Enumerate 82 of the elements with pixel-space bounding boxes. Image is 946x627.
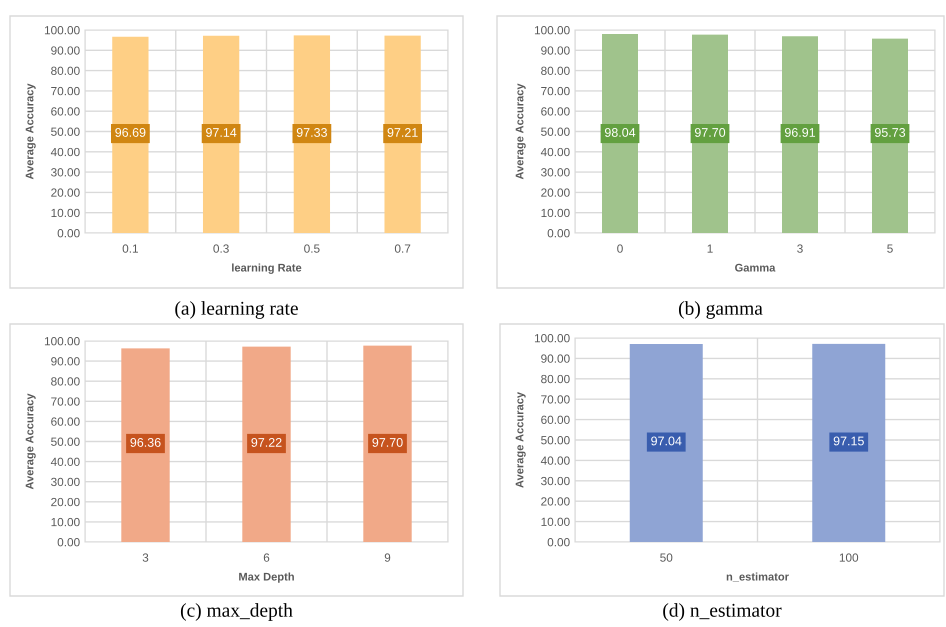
y-tick-label: 40.00 xyxy=(540,456,570,465)
y-tick-label: 40.00 xyxy=(50,458,80,466)
x-tick-label: 1 xyxy=(708,244,713,253)
data-label: 97.21 xyxy=(388,128,418,137)
y-tick-label: 40.00 xyxy=(540,148,570,156)
x-tick-label: 0.1 xyxy=(122,244,138,253)
x-tick-label: 100 xyxy=(840,553,858,562)
y-tick-label: 90.00 xyxy=(541,354,570,363)
y-tick-label: 60.00 xyxy=(541,107,570,116)
data-label: 97.15 xyxy=(834,436,864,446)
data-label: 96.69 xyxy=(115,128,146,137)
data-label: 97.70 xyxy=(372,438,403,447)
y-tick-label: 20.00 xyxy=(541,497,570,506)
y-tick-label: 20.00 xyxy=(51,498,80,506)
y-tick-label: 0.00 xyxy=(548,229,570,238)
y-tick-label: 0.00 xyxy=(58,229,80,238)
x-tick-label: 6 xyxy=(264,553,270,562)
text: (b) gamma xyxy=(678,301,763,319)
x-tick-label: 0.3 xyxy=(213,244,229,253)
x-axis-title: learning Rate xyxy=(232,263,302,274)
y-tick-label: 70.00 xyxy=(541,86,570,96)
y-tick-label: 0.00 xyxy=(548,538,570,546)
y-tick-label: 30.00 xyxy=(51,168,80,176)
x-tick-label: 9 xyxy=(384,553,390,562)
y-tick-label: 60.00 xyxy=(51,107,80,116)
x-axis-title: n_estimator xyxy=(726,572,789,582)
x-tick-label: 5 xyxy=(887,244,893,253)
y-tick-label: 100.00 xyxy=(534,26,570,34)
x-tick-label: 0.5 xyxy=(304,244,320,253)
y-tick-label: 50.00 xyxy=(541,128,570,136)
data-label: 97.70 xyxy=(694,128,726,137)
y-tick-label: 20.00 xyxy=(541,188,570,197)
y-tick-label: 10.00 xyxy=(52,208,80,218)
x-tick-label: 0 xyxy=(617,244,623,253)
y-tick-label: 80.00 xyxy=(51,66,80,75)
data-label: 95.73 xyxy=(874,128,906,137)
y-tick-label: 90.00 xyxy=(541,46,570,55)
y-tick-label: 60.00 xyxy=(541,416,570,424)
x-tick-label: 50 xyxy=(660,553,672,562)
y-tick-label: 30.00 xyxy=(541,476,570,486)
y-tick-label: 20.00 xyxy=(51,188,80,197)
y-tick-label: 30.00 xyxy=(541,168,570,176)
y-tick-label: 100.00 xyxy=(534,334,570,342)
y-axis-title: Average Accuracy xyxy=(516,83,526,180)
y-axis-title: Average Accuracy xyxy=(516,392,526,488)
y-tick-label: 100.00 xyxy=(44,337,80,346)
y-tick-label: 60.00 xyxy=(51,417,80,426)
y-tick-label: 70.00 xyxy=(51,397,80,406)
y-tick-label: 10.00 xyxy=(542,208,570,218)
data-label: 96.36 xyxy=(130,438,161,447)
data-label: 97.04 xyxy=(651,436,682,446)
x-axis-title: Gamma xyxy=(735,264,776,272)
y-tick-label: 80.00 xyxy=(541,374,570,384)
y-tick-label: 100.00 xyxy=(44,26,80,34)
y-tick-label: 10.00 xyxy=(542,518,570,526)
y-tick-label: 0.00 xyxy=(58,538,80,546)
x-axis-title: Max Depth xyxy=(239,572,294,583)
x-tick-label: 0.7 xyxy=(394,244,410,253)
y-tick-label: 50.00 xyxy=(541,436,570,444)
y-tick-label: 10.00 xyxy=(52,518,80,526)
y-tick-label: 70.00 xyxy=(541,395,570,404)
y-tick-label: 80.00 xyxy=(51,377,80,386)
y-tick-label: 70.00 xyxy=(51,86,80,96)
data-label: 98.04 xyxy=(604,128,636,137)
y-tick-label: 80.00 xyxy=(541,66,570,75)
text: (c) max_depth xyxy=(180,603,293,621)
data-label: 97.14 xyxy=(206,128,236,137)
data-label: 96.91 xyxy=(784,128,816,137)
y-tick-label: 50.00 xyxy=(51,128,80,136)
text: (a) learning rate xyxy=(175,301,298,319)
data-label: 97.33 xyxy=(296,128,327,137)
y-tick-label: 90.00 xyxy=(51,357,80,366)
y-tick-label: 50.00 xyxy=(51,438,80,446)
data-label: 97.22 xyxy=(251,438,282,447)
y-axis-title: Average Accuracy xyxy=(26,393,36,490)
y-axis-title: Average Accuracy xyxy=(26,83,36,180)
y-tick-label: 40.00 xyxy=(50,148,80,156)
text: (d) n_estimator xyxy=(663,603,782,621)
y-tick-label: 90.00 xyxy=(51,46,80,55)
x-tick-label: 3 xyxy=(142,553,148,562)
x-tick-label: 3 xyxy=(797,244,803,253)
y-tick-label: 30.00 xyxy=(51,478,80,486)
